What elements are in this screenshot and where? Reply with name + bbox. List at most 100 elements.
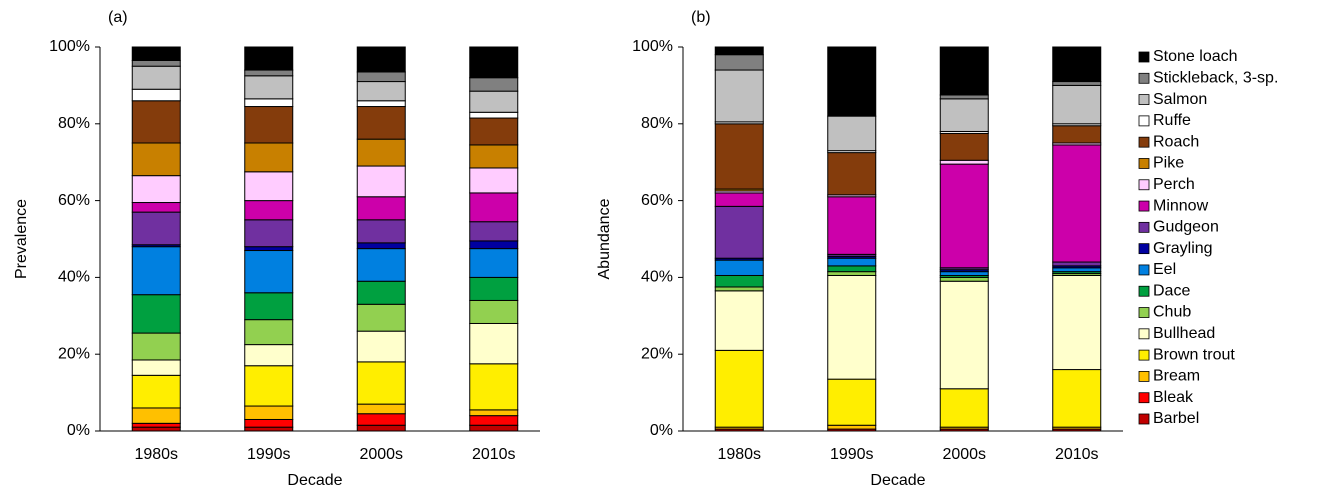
bar-segment xyxy=(244,246,294,252)
bar-segment xyxy=(939,159,989,165)
x-tick-label: 1990s xyxy=(830,446,874,463)
bar-segment xyxy=(827,274,877,380)
legend-swatch xyxy=(1138,285,1150,297)
bar-segment xyxy=(1052,369,1102,428)
legend-swatch xyxy=(1138,243,1150,255)
legend-label: Ruffe xyxy=(1153,112,1191,129)
bar-segment xyxy=(356,71,406,83)
bar-segment xyxy=(356,403,406,415)
y-tick-label: 20% xyxy=(641,345,673,362)
bar-segment xyxy=(714,69,764,123)
y-tick-label: 0% xyxy=(650,422,673,439)
legend-swatch xyxy=(1138,413,1150,425)
legend-label: Gudgeon xyxy=(1153,219,1219,236)
bar-segment xyxy=(714,46,764,56)
legend-swatch xyxy=(1138,179,1150,191)
bar-segment xyxy=(939,388,989,428)
bar-segment xyxy=(1052,144,1102,263)
bar-segment xyxy=(131,202,181,213)
bar-segment xyxy=(827,257,877,267)
bar-segment xyxy=(714,259,764,276)
bar-segment xyxy=(1052,274,1102,371)
bar-segment xyxy=(244,75,294,100)
bar-segment xyxy=(469,415,519,426)
bar-segment xyxy=(131,65,181,90)
bar-segment xyxy=(939,163,989,269)
x-tick-label: 1980s xyxy=(134,446,178,463)
legend-swatch xyxy=(1138,328,1150,340)
bar-segment xyxy=(356,100,406,108)
legend-label: Bullhead xyxy=(1153,325,1215,342)
legend-label: Eel xyxy=(1153,261,1176,278)
y-tick-label: 40% xyxy=(641,269,673,286)
bar-segment xyxy=(469,46,519,79)
legend-label: Salmon xyxy=(1153,91,1207,108)
bar-segment xyxy=(356,330,406,363)
bar-segment xyxy=(827,378,877,426)
y-tick-label: 20% xyxy=(58,345,90,362)
legend-swatch xyxy=(1138,264,1150,276)
legend-swatch xyxy=(1138,158,1150,169)
bar-segment xyxy=(469,299,519,324)
bar-segment xyxy=(827,46,877,117)
x-tick-label: 2010s xyxy=(1055,446,1099,463)
bar-segment xyxy=(356,165,406,198)
bar-segment xyxy=(244,106,294,144)
legend-swatch xyxy=(1138,115,1150,127)
bar-segment xyxy=(1052,261,1102,267)
bar-segment xyxy=(244,426,294,432)
bar-segment xyxy=(469,322,519,365)
y-tick-label: 60% xyxy=(58,192,90,209)
bar-segment xyxy=(356,280,406,305)
bar-segment xyxy=(131,59,181,67)
bar-segment xyxy=(714,192,764,207)
bar-segment xyxy=(131,88,181,102)
legend-swatch xyxy=(1138,221,1150,233)
bar-segment xyxy=(827,265,877,273)
bar-segment xyxy=(244,200,294,221)
bar-segment xyxy=(714,205,764,259)
legend-label: Stone loach xyxy=(1153,48,1238,65)
legend-label: Brown trout xyxy=(1153,346,1235,363)
bar-segment xyxy=(244,142,294,173)
x-axis-label: Decade xyxy=(870,472,925,489)
bar-segment xyxy=(356,248,406,282)
legend-swatch xyxy=(1138,392,1150,404)
bar-segment xyxy=(939,94,989,100)
bar-segment xyxy=(1052,125,1102,144)
bar-segment xyxy=(714,290,764,351)
bar-segment xyxy=(939,46,989,96)
bar-segment xyxy=(469,276,519,301)
bar-segment xyxy=(356,196,406,221)
bar-segment xyxy=(714,349,764,428)
bar-segment xyxy=(1052,46,1102,83)
bar-segment xyxy=(356,81,406,102)
bar-segment xyxy=(131,332,181,361)
panel-label: (a) xyxy=(108,9,128,26)
legend-swatch xyxy=(1138,371,1150,382)
bar-segment xyxy=(131,374,181,409)
bar-segment xyxy=(469,248,519,278)
bar-segment xyxy=(244,405,294,420)
bar-segment xyxy=(244,171,294,202)
bar-segment xyxy=(131,294,181,334)
bar-segment xyxy=(131,426,181,432)
y-axis-label: Abundance xyxy=(596,198,613,279)
y-tick-label: 60% xyxy=(641,192,673,209)
bar-segment xyxy=(244,344,294,367)
bar-segment xyxy=(131,246,181,296)
y-tick-label: 40% xyxy=(58,269,90,286)
bar-segment xyxy=(469,111,519,119)
bar-segment xyxy=(827,424,877,430)
bar-segment xyxy=(356,424,406,432)
bar-segment xyxy=(827,115,877,152)
legend-swatch xyxy=(1138,349,1150,361)
bar-segment xyxy=(244,365,294,407)
bar-segment xyxy=(244,319,294,346)
x-tick-label: 2000s xyxy=(942,446,986,463)
bar-segment xyxy=(469,240,519,250)
panel-label: (b) xyxy=(691,9,711,26)
bar-segment xyxy=(131,407,181,424)
bar-segment xyxy=(827,271,877,276)
legend-label: Barbel xyxy=(1153,410,1199,427)
